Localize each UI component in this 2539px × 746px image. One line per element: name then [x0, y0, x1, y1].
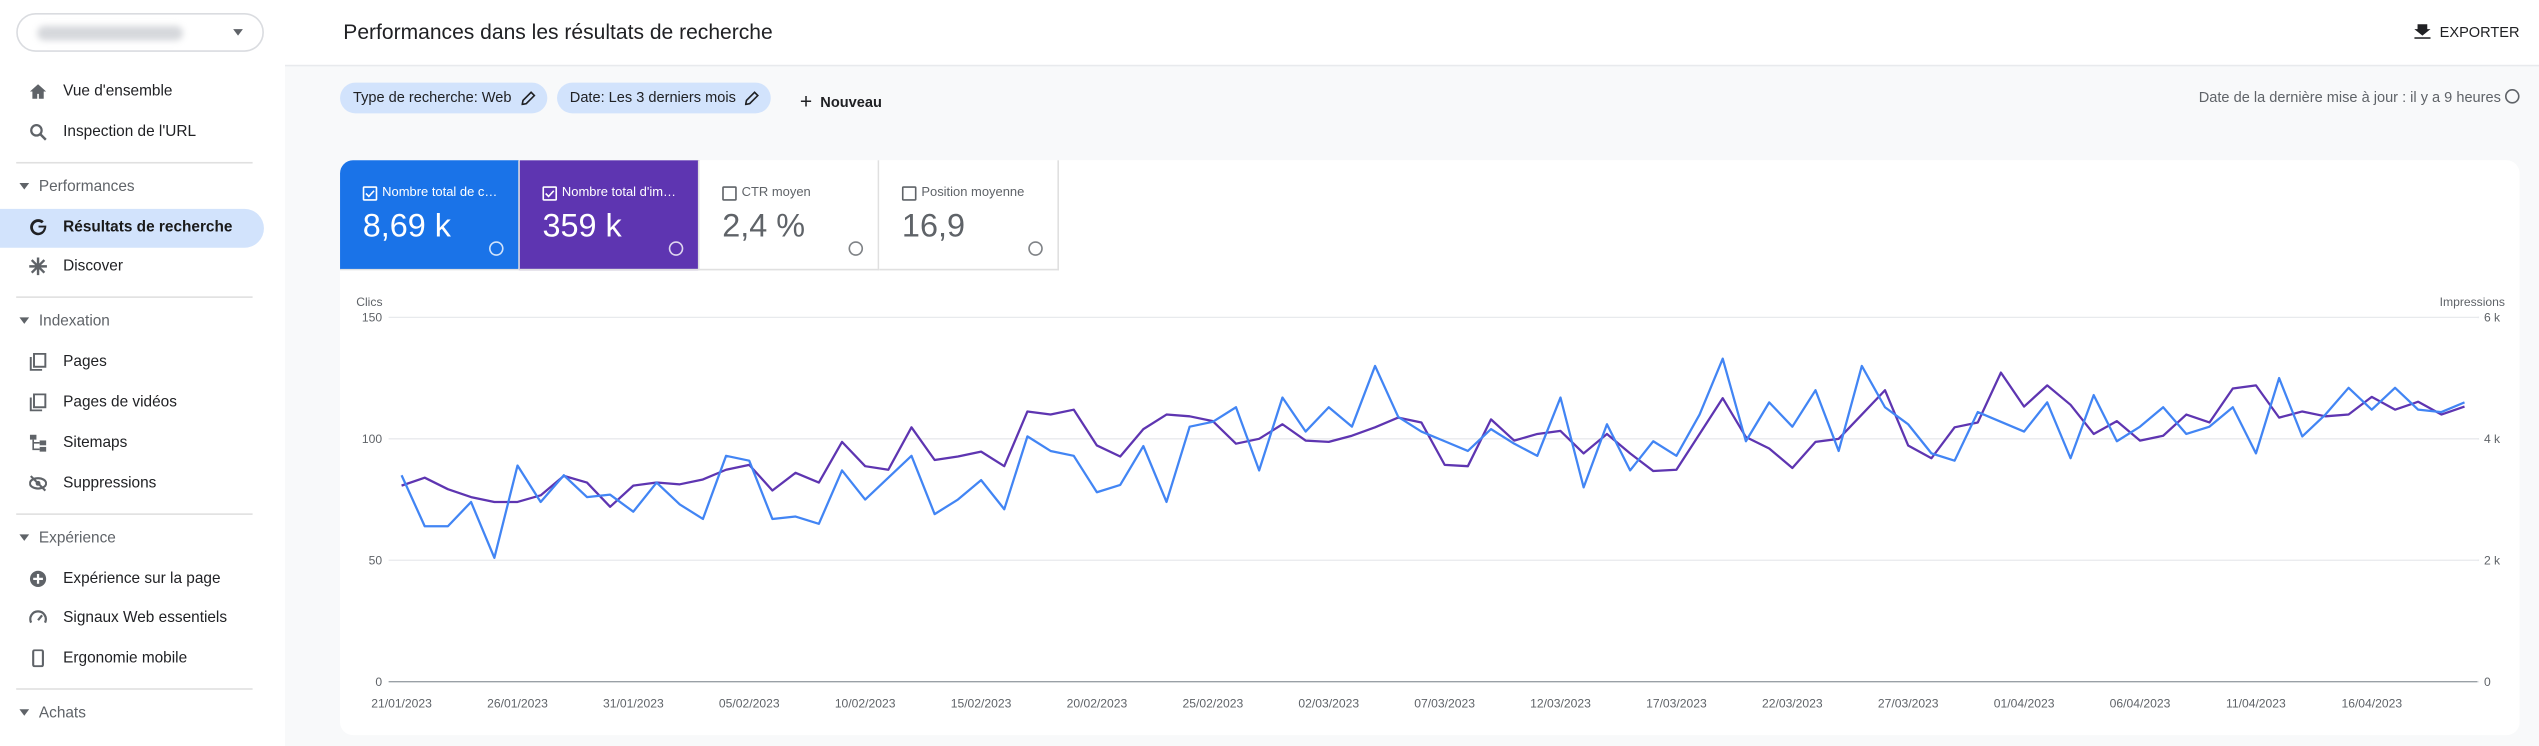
- nav-item[interactable]: Discover: [0, 248, 285, 287]
- nav-label: Résultats de recherche: [63, 218, 233, 236]
- metric-value: 359 k: [542, 208, 622, 245]
- nav-item[interactable]: Inspection de l'URL: [0, 113, 285, 152]
- new-filter[interactable]: + Nouveau: [799, 87, 882, 114]
- nav-label: Suppressions: [63, 473, 157, 492]
- nav-label: Pages de vidéos: [63, 393, 177, 412]
- filter-chip[interactable]: Type de recherche: Web: [340, 82, 548, 114]
- nav-icon: [29, 84, 47, 99]
- property-selector[interactable]: [16, 12, 264, 52]
- nav-item[interactable]: Suppressions: [0, 464, 285, 503]
- edit-icon: [521, 91, 536, 106]
- metric-card[interactable]: Position moyenne 16,9: [879, 160, 1059, 271]
- check: [545, 190, 555, 198]
- last-update: Date de la dernière mise à jour : il y a…: [2199, 89, 2520, 105]
- chip-label: Type de recherche: Web: [352, 89, 512, 106]
- nav-item[interactable]: Vue d'ensemble: [0, 73, 285, 112]
- nav-label: Inspection de l'URL: [63, 122, 197, 141]
- nav-item[interactable]: Ergonomie mobile: [0, 639, 285, 678]
- section-title: Performances: [38, 177, 135, 196]
- checkbox: [362, 186, 378, 201]
- nav-section[interactable]: Indexation: [19, 313, 110, 331]
- page-title: Performances dans les résultats de reche…: [343, 19, 773, 44]
- metric-value: 2,4 %: [722, 208, 806, 245]
- help-icon: [489, 241, 504, 256]
- export-button[interactable]: EXPORTER: [2413, 23, 2520, 41]
- blurred-property: [37, 25, 183, 41]
- plus-icon: +: [799, 89, 813, 114]
- nav-icon: [30, 123, 47, 141]
- nav-icon: [29, 474, 47, 491]
- nav-divider: [16, 688, 253, 690]
- help-icon: [1028, 241, 1043, 256]
- nav-icon: [29, 569, 47, 587]
- checkbox: [722, 186, 737, 201]
- metric-label: CTR moyen: [741, 184, 811, 200]
- new-filter-label: Nouveau: [820, 93, 882, 111]
- section-title: Achats: [38, 704, 86, 723]
- export-label: EXPORTER: [2439, 24, 2520, 41]
- nav-item[interactable]: Sitemaps: [0, 424, 285, 463]
- checkbox: [542, 186, 558, 201]
- nav-icon: [29, 434, 47, 452]
- nav-icon: [32, 649, 44, 667]
- help-icon: [668, 241, 684, 256]
- metric-card[interactable]: CTR moyen 2,4 %: [699, 160, 880, 271]
- help-icon: [848, 241, 864, 256]
- section-caret: [19, 182, 30, 189]
- nav-icon: [29, 393, 47, 412]
- nav-icon: [29, 258, 47, 276]
- nav-label: Sitemaps: [63, 433, 128, 452]
- nav-label: Signaux Web essentiels: [63, 609, 228, 627]
- last-update-text: Date de la dernière mise à jour : il y a…: [2198, 89, 2501, 106]
- section-title: Indexation: [38, 313, 110, 331]
- metric-card[interactable]: Nombre total d'im… 359 k: [519, 160, 700, 271]
- nav-label: Vue d'ensemble: [63, 82, 173, 101]
- nav-section[interactable]: Achats: [19, 704, 86, 723]
- nav-icon: [29, 353, 47, 372]
- nav-label: Pages: [63, 353, 107, 372]
- filter-chip[interactable]: Date: Les 3 derniers mois: [556, 82, 772, 114]
- checkbox: [901, 186, 917, 201]
- nav-label: Expérience sur la page: [63, 569, 221, 587]
- section-caret: [19, 709, 30, 716]
- edit-icon: [745, 91, 760, 106]
- metric-label: Nombre total de c…: [382, 184, 498, 200]
- nav-divider: [16, 296, 253, 299]
- nav-item[interactable]: Expérience sur la page: [0, 559, 285, 598]
- nav-divider: [16, 512, 253, 515]
- nav-item[interactable]: Résultats de recherche: [0, 208, 264, 248]
- metric-value: 16,9: [901, 208, 965, 245]
- metric-value: 8,69 k: [362, 208, 451, 245]
- section-title: Expérience: [38, 528, 116, 547]
- nav-label: Discover: [63, 258, 123, 276]
- nav-label: Ergonomie mobile: [63, 649, 188, 667]
- metric-card[interactable]: Nombre total de c… 8,69 k: [340, 160, 520, 271]
- nav-item[interactable]: Pages: [0, 344, 285, 383]
- header: [284, 0, 2539, 67]
- nav-icon: [29, 610, 47, 624]
- check: [365, 190, 375, 198]
- help-icon: [2504, 89, 2520, 104]
- nav-section[interactable]: Expérience: [19, 528, 116, 547]
- chip-label: Date: Les 3 derniers mois: [569, 89, 736, 106]
- section-caret: [19, 318, 30, 325]
- dropdown-arrow: [233, 29, 243, 36]
- nav-item[interactable]: Signaux Web essentiels: [0, 599, 285, 638]
- sidebar: Vue d'ensemble Inspection de l'URL Perform…: [0, 0, 285, 746]
- metric-label: Position moyenne: [921, 184, 1025, 200]
- nav-section[interactable]: Performances: [19, 177, 135, 196]
- nav-item[interactable]: Pages de vidéos: [0, 384, 285, 423]
- export-icon: [2413, 24, 2430, 39]
- section-caret: [19, 533, 30, 541]
- main: Performances dans les résultats de reche…: [284, 0, 2539, 746]
- nav-divider: [16, 161, 253, 164]
- metric-label: Nombre total d'im…: [561, 184, 676, 200]
- nav-icon: [30, 218, 47, 235]
